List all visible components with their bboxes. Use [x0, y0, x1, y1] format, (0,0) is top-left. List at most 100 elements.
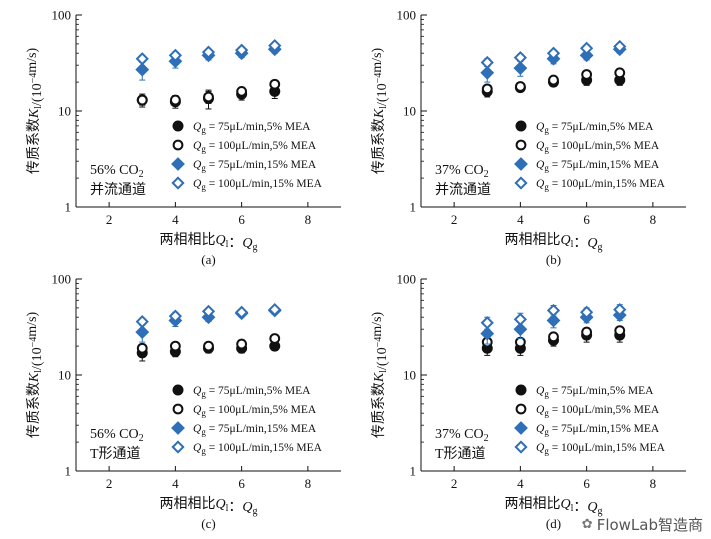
- data-point: [546, 313, 561, 328]
- x-tick-label: 4: [172, 476, 179, 491]
- series-1: [136, 333, 281, 354]
- x-tick-label: 2: [451, 476, 458, 491]
- data-point: [136, 94, 148, 106]
- legend-marker: [514, 421, 528, 435]
- condition-gas: 37% CO2: [435, 163, 489, 180]
- legend: Qg = 75μL/min,5% MEA Qg = 100μL/min,5% ME…: [514, 384, 666, 456]
- panel-label: (d): [546, 516, 561, 531]
- data-point: [480, 326, 495, 341]
- legend-item: Qg = 100μL/min,15% MEA: [514, 440, 666, 456]
- legend-item: Qg = 75μL/min,15% MEA: [514, 421, 660, 437]
- legend-item: Qg = 75μL/min,15% MEA: [171, 157, 317, 173]
- data-point: [236, 338, 248, 350]
- series-3: [480, 302, 627, 330]
- y-tick-label: 10: [403, 368, 416, 383]
- data-point: [580, 305, 594, 319]
- y-tick-label: 1: [65, 464, 72, 479]
- panel-c: 1 10 100 2 4 6 8 两相相比Ql：Qg 传质系数Kl/(10−4m/s) (c) 56…: [25, 272, 341, 531]
- legend-item: Qg = 75μL/min,5% MEA: [172, 384, 311, 399]
- legend-marker: [171, 176, 185, 190]
- legend-marker: [172, 120, 184, 132]
- x-tick-label: 4: [517, 212, 524, 227]
- legend-item: Qg = 100μL/min,5% MEA: [172, 139, 317, 154]
- legend: Qg = 75μL/min,5% MEA Qg = 100μL/min,5% ME…: [171, 384, 323, 456]
- y-axis-label: 传质系数Kl/(10−4m/s): [25, 312, 45, 439]
- x-tick-label: 2: [106, 212, 113, 227]
- data-point: [580, 41, 594, 55]
- y-axis-label: 传质系数Kl/(10−4m/s): [370, 48, 390, 175]
- x-tick-label: 6: [583, 212, 590, 227]
- watermark-text: FlowLab智造商: [596, 516, 703, 534]
- x-tick-label: 6: [238, 476, 245, 491]
- legend-label: Qg = 75μL/min,15% MEA: [193, 159, 317, 173]
- x-tick-label: 6: [238, 212, 245, 227]
- condition-channel: 并流通道: [435, 182, 491, 198]
- data-point: [169, 94, 181, 106]
- x-tick-label: 8: [305, 476, 312, 491]
- legend-label: Qg = 75μL/min,5% MEA: [536, 385, 654, 399]
- data-point: [269, 78, 281, 90]
- x-tick-label: 2: [451, 212, 458, 227]
- legend-marker: [171, 421, 185, 435]
- legend-marker: [515, 384, 527, 396]
- legend-item: Qg = 100μL/min,5% MEA: [515, 403, 660, 418]
- legend-item: Qg = 100μL/min,5% MEA: [172, 403, 317, 418]
- panel-b: 1 10 100 2 4 6 8 两相相比Ql：Qg 传质系数Kl/(10−4m/s) (b) 37…: [370, 8, 686, 267]
- series-3: [135, 38, 282, 66]
- axes: 1 10 100 2 4 6 8: [52, 8, 341, 227]
- data-point: [480, 316, 494, 330]
- data-point: [268, 302, 282, 317]
- legend-item: Qg = 100μL/min,5% MEA: [515, 139, 660, 154]
- data-point: [269, 333, 281, 344]
- condition-channel: T形通道: [90, 446, 141, 462]
- data-point: [168, 309, 182, 323]
- data-point: [135, 62, 150, 77]
- data-point: [168, 48, 182, 62]
- legend-label: Qg = 100μL/min,15% MEA: [536, 178, 666, 192]
- data-point: [480, 65, 495, 80]
- x-tick-label: 8: [650, 476, 657, 491]
- legend-item: Qg = 100μL/min,15% MEA: [171, 440, 323, 456]
- legend: Qg = 75μL/min,5% MEA Qg = 100μL/min,5% ME…: [514, 120, 666, 192]
- legend-item: Qg = 75μL/min,15% MEA: [171, 421, 317, 437]
- x-tick-label: 8: [305, 212, 312, 227]
- x-tick-label: 4: [517, 476, 524, 491]
- x-axis-label: 两相相比Ql：Qg: [504, 496, 602, 517]
- plot-area: [135, 302, 282, 362]
- legend-label: Qg = 75μL/min,5% MEA: [536, 121, 654, 135]
- condition-channel: 并流通道: [90, 182, 146, 198]
- legend-label: Qg = 75μL/min,15% MEA: [536, 159, 660, 173]
- data-point: [514, 336, 526, 348]
- legend-marker: [171, 157, 185, 171]
- y-tick-label: 100: [52, 8, 72, 23]
- data-point: [613, 302, 627, 317]
- data-point: [546, 303, 561, 318]
- legend-marker: [514, 440, 528, 454]
- y-tick-label: 1: [65, 200, 72, 215]
- legend-item: Qg = 75μL/min,5% MEA: [515, 384, 654, 399]
- series-3: [480, 39, 627, 70]
- y-axis-label: 传质系数Kl/(10−4m/s): [25, 48, 45, 175]
- condition-channel: T形通道: [435, 446, 486, 462]
- legend-marker: [515, 139, 527, 151]
- legend-item: Qg = 100μL/min,15% MEA: [514, 176, 666, 192]
- legend-marker: [515, 403, 527, 415]
- y-tick-label: 10: [58, 368, 71, 383]
- data-point: [236, 86, 248, 97]
- data-point: [235, 305, 249, 319]
- data-point: [513, 50, 527, 65]
- data-point: [169, 340, 181, 352]
- data-point: [480, 55, 494, 70]
- condition-gas: 56% CO2: [90, 427, 144, 444]
- data-point: [548, 74, 559, 86]
- x-tick-label: 2: [106, 476, 113, 491]
- legend-item: Qg = 100μL/min,15% MEA: [171, 176, 323, 192]
- legend-marker: [515, 120, 527, 132]
- axes: 1 10 100 2 4 6 8: [52, 272, 341, 491]
- plot-area: [480, 39, 627, 98]
- legend-marker: [514, 176, 528, 190]
- panel-label: (b): [546, 252, 561, 267]
- data-point: [514, 81, 526, 92]
- legend-label: Qg = 75μL/min,15% MEA: [193, 423, 317, 437]
